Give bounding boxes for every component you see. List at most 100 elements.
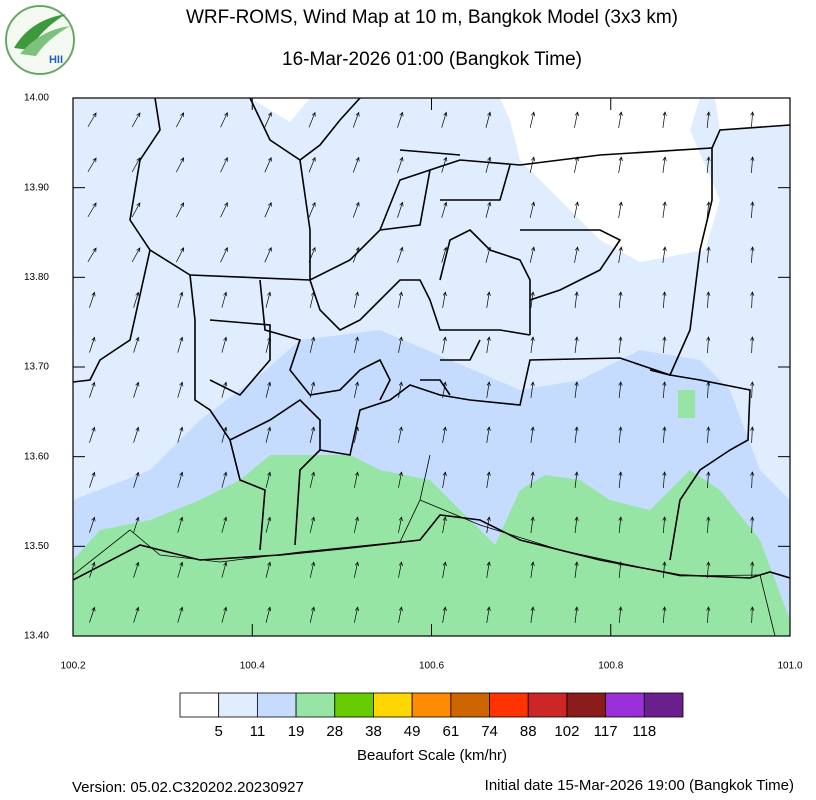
wind-arrow [177,561,184,578]
wind-arrow [309,606,316,623]
wind-arrow [177,381,184,398]
wind-arrow [131,157,141,173]
wind-arrow [618,291,623,308]
wind-arrow [530,336,535,353]
shade-white [250,98,790,262]
subtitle: 16-Mar-2026 01:00 (Bangkok Time) [282,49,582,70]
colorbar-level: 28 [326,723,343,740]
y-tick-label: 13.90 [24,182,49,193]
wind-arrow [221,471,228,488]
wind-arrow [221,606,228,623]
colorbar-level: 19 [288,723,305,740]
wind-arrow [574,111,579,128]
wind-arrow [486,606,491,623]
wind-arrow [750,111,755,129]
wind-arrow [265,471,272,488]
wind-arrow [706,336,711,354]
title: WRF-ROMS, Wind Map at 10 m, Bangkok Mode… [186,7,678,28]
colorbar-level: 88 [520,723,537,740]
wind-arrow [706,471,711,489]
wind-arrow [87,247,97,263]
wind-arrow [353,516,359,533]
wind-arrow [133,606,140,623]
wind-arrow [398,561,403,578]
wind-arrow [309,381,316,398]
wind-arrow [750,246,755,264]
colorbar-box [373,692,413,718]
wind-arrow [309,291,316,308]
wind-arrow [220,247,228,263]
logo-text: HII [49,54,63,66]
wind-arrow [309,516,316,533]
wind-arrow [221,291,228,308]
wind-arrow [529,156,536,173]
wind-arrow [486,426,491,443]
wind-arrow [574,201,579,218]
wind-arrow [87,112,97,128]
wind-arrow [308,246,316,263]
wind-arrow [706,111,711,128]
wind-arrow [353,471,359,488]
wind-arrow [441,156,448,173]
colorbar: 5 11 19 28 38 49 61 74 88 102 117 118 [179,692,684,740]
y-tick-label: 13.60 [24,451,49,462]
wind-arrow [662,156,667,173]
wind-arrow [398,381,403,398]
y-tick-label: 13.70 [24,362,49,373]
wind-arrow [442,291,447,308]
wind-arrow [353,606,359,623]
colorbar-box [489,692,529,718]
wind-arrow [486,561,491,578]
wind-arrow [750,336,755,354]
wind-arrow [221,336,228,353]
logo: HII [5,5,75,75]
wind-arrow [265,426,272,443]
map-area [73,98,790,636]
wind-arrow [441,111,448,128]
wind-arrow [131,112,141,128]
shade-green [73,455,790,636]
wind-arrow [442,606,447,623]
colorbar-box [643,692,684,718]
wind-arrow [133,471,140,488]
wind-arrow [750,381,755,399]
wind-arrow [352,156,360,173]
wind-arrow [618,516,623,533]
wind-arrow [529,111,536,128]
wind-arrow [530,471,535,488]
wind-arrow [442,516,447,533]
wind-arrow [529,246,536,263]
wind-arrow [133,336,140,353]
wind-arrow [530,426,535,443]
wind-arrow [574,381,579,398]
colorbar-level: 11 [250,723,266,740]
wind-arrow [353,291,359,308]
colorbar-box [218,692,258,718]
wind-arrow [264,246,272,263]
wind-arrow [706,381,711,399]
wind-arrow [176,202,185,218]
wind-arrow [353,426,359,443]
wind-arrow [441,246,448,263]
wind-arrow [706,516,711,534]
colorbar-box [295,692,336,718]
wind-arrow [87,157,97,173]
wind-arrow [662,606,667,624]
wind-arrow [89,381,96,398]
wind-arrow [89,561,96,578]
version: Version: 05.02.C320202.20230927 [72,779,304,796]
wind-arrow [221,516,228,533]
wind-arrow [574,291,579,308]
wind-arrow [89,291,96,308]
wind-arrow [574,606,579,623]
wind-arrow [442,336,447,353]
wind-arrow [264,156,272,173]
wind-arrow [618,246,623,263]
wind-arrow [177,471,184,488]
colorbar-level: 102 [554,723,579,740]
colorbar-box [334,692,374,718]
colorbar-level: 74 [481,723,498,740]
wind-arrow [220,112,228,128]
wind-arrow [750,561,755,579]
x-tick-label: 100.2 [60,661,85,672]
